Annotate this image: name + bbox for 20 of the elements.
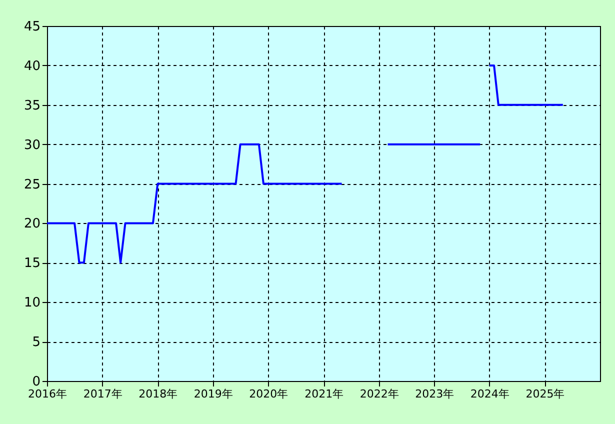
y-tick-label: 30 [24, 138, 40, 153]
y-tick-label: 45 [24, 20, 40, 34]
y-tick-label: 10 [24, 296, 40, 311]
x-tick-label: 2023年 [415, 388, 454, 400]
y-tick-label: 0 [32, 374, 40, 390]
y-tick-label: 5 [32, 335, 40, 350]
x-tick-label: 2017年 [83, 388, 122, 400]
x-tick-label: 2019年 [194, 388, 233, 400]
x-tick-label: 2021年 [304, 388, 344, 400]
y-tick-label: 25 [24, 177, 40, 192]
y-tick-label: 40 [24, 58, 40, 74]
x-tick-label: 2025年 [526, 388, 565, 400]
x-tick-label: 2018年 [138, 388, 178, 400]
x-tick-label: 2022年 [360, 388, 399, 400]
x-tick-label: 2016年 [28, 388, 67, 400]
x-tick-label: 2024年 [470, 388, 510, 400]
y-tick-label: 35 [24, 98, 40, 114]
x-tick-label: 2020年 [249, 388, 288, 400]
y-tick-label: 20 [24, 216, 40, 232]
y-tick-label: 15 [24, 256, 40, 272]
